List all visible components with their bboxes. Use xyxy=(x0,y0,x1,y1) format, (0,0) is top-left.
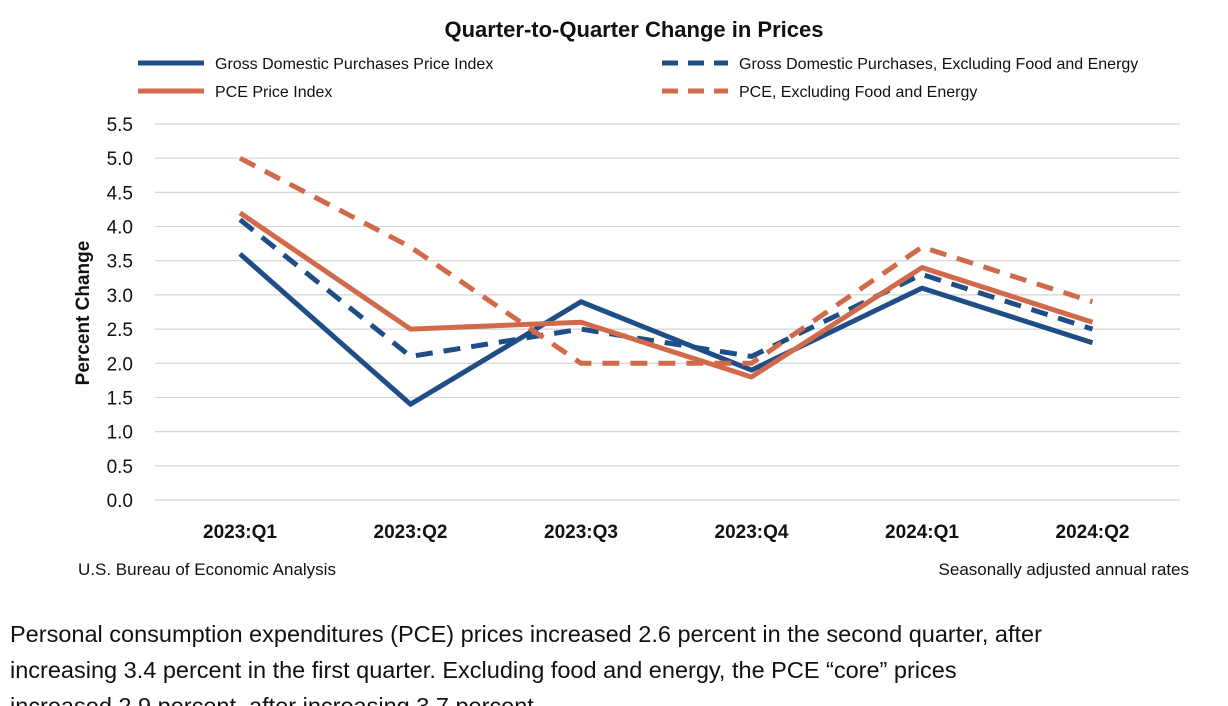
x-tick-label: 2023:Q2 xyxy=(374,522,448,543)
y-axis-ticks: 0.0 0.5 1.0 1.5 2.0 2.5 3.0 3.5 4.0 4.5 5.0 5.5 xyxy=(107,115,133,512)
series-line-1 xyxy=(238,252,1094,407)
y-tick-label: 3.0 xyxy=(107,286,133,307)
y-tick-label: 5.0 xyxy=(107,149,133,170)
y-tick-label: 2.0 xyxy=(107,354,133,375)
price-change-chart: Quarter-to-Quarter Change in Prices Gros… xyxy=(73,17,1189,579)
caption-line-3: increased 2.9 percent, after increasing … xyxy=(10,693,541,706)
chart-gridlines xyxy=(155,123,1180,501)
x-tick-label: 2023:Q4 xyxy=(715,522,789,543)
source-note: U.S. Bureau of Economic Analysis xyxy=(78,560,336,579)
rate-note: Seasonally adjusted annual rates xyxy=(939,560,1189,579)
x-tick-label: 2023:Q1 xyxy=(203,522,277,543)
caption-line-2: increasing 3.4 percent in the first quar… xyxy=(10,657,957,683)
series-line-2 xyxy=(238,217,1094,359)
x-tick-label: 2024:Q1 xyxy=(885,522,959,543)
y-tick-label: 0.0 xyxy=(107,491,133,512)
legend-label: Gross Domestic Purchases Price Index xyxy=(215,56,493,73)
y-tick-label: 1.0 xyxy=(107,423,133,444)
series-line-3 xyxy=(238,210,1094,380)
x-tick-label: 2023:Q3 xyxy=(544,522,618,543)
chart-legend: Gross Domestic Purchases Price Index Gros… xyxy=(138,56,1138,101)
chart-series xyxy=(238,155,1094,407)
y-tick-label: 4.5 xyxy=(107,183,133,204)
y-tick-label: 5.5 xyxy=(107,115,133,136)
y-axis-label: Percent Change xyxy=(73,241,94,386)
legend-label: PCE, Excluding Food and Energy xyxy=(739,84,977,101)
legend-label: PCE Price Index xyxy=(215,84,332,101)
caption-paragraph: Personal consumption expenditures (PCE) … xyxy=(10,616,1220,706)
chart-title: Quarter-to-Quarter Change in Prices xyxy=(445,17,824,42)
series-line-4 xyxy=(238,155,1094,366)
legend-label: Gross Domestic Purchases, Excluding Food… xyxy=(739,56,1138,73)
y-tick-label: 1.5 xyxy=(107,388,133,409)
y-tick-label: 3.5 xyxy=(107,252,133,273)
y-tick-label: 4.0 xyxy=(107,218,133,239)
caption-line-1: Personal consumption expenditures (PCE) … xyxy=(10,621,1042,647)
x-axis-ticks: 2023:Q1 2023:Q2 2023:Q3 2023:Q4 2024:Q1 2024:… xyxy=(203,522,1129,543)
y-tick-label: 0.5 xyxy=(107,457,133,478)
y-tick-label: 2.5 xyxy=(107,320,133,341)
x-tick-label: 2024:Q2 xyxy=(1056,522,1130,543)
